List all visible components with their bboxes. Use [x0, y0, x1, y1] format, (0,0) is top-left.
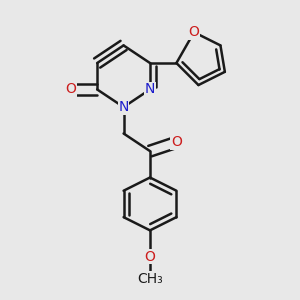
Text: N: N [118, 100, 129, 114]
Text: CH₃: CH₃ [137, 272, 163, 286]
Text: O: O [145, 250, 155, 264]
Text: N: N [145, 82, 155, 97]
Text: O: O [65, 82, 76, 97]
Text: O: O [171, 135, 182, 149]
Text: O: O [189, 25, 200, 39]
